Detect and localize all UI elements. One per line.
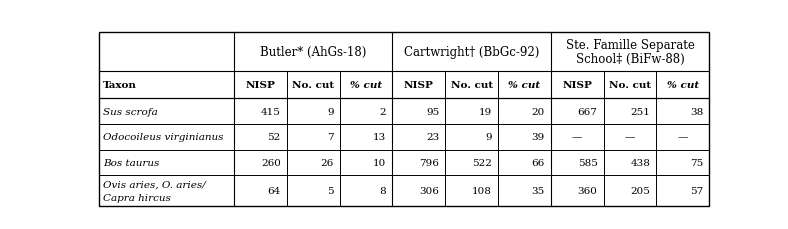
Text: Taxon: Taxon bbox=[102, 81, 136, 90]
Text: —: — bbox=[572, 133, 582, 142]
Text: Capra hircus: Capra hircus bbox=[102, 193, 171, 202]
Text: 9: 9 bbox=[485, 133, 492, 142]
Text: 260: 260 bbox=[261, 158, 281, 167]
Text: NISP: NISP bbox=[563, 81, 592, 90]
Text: 667: 667 bbox=[578, 107, 597, 116]
Text: 306: 306 bbox=[419, 187, 439, 196]
Text: School‡ (BiFw-88): School‡ (BiFw-88) bbox=[576, 53, 685, 66]
Text: 64: 64 bbox=[267, 187, 281, 196]
Text: 39: 39 bbox=[531, 133, 545, 142]
Text: 52: 52 bbox=[267, 133, 281, 142]
Text: NISP: NISP bbox=[246, 81, 276, 90]
Text: 19: 19 bbox=[478, 107, 492, 116]
Text: 8: 8 bbox=[380, 187, 386, 196]
Text: 13: 13 bbox=[373, 133, 386, 142]
Text: No. cut: No. cut bbox=[292, 81, 334, 90]
Text: —: — bbox=[625, 133, 635, 142]
Text: 9: 9 bbox=[327, 107, 333, 116]
Text: 20: 20 bbox=[531, 107, 545, 116]
Text: Butler* (AhGs-18): Butler* (AhGs-18) bbox=[260, 46, 366, 59]
Text: Odocoileus virginianus: Odocoileus virginianus bbox=[102, 133, 223, 142]
Text: 796: 796 bbox=[419, 158, 439, 167]
Text: 10: 10 bbox=[373, 158, 386, 167]
Text: Ovis aries, O. aries/: Ovis aries, O. aries/ bbox=[102, 180, 206, 189]
Text: 35: 35 bbox=[531, 187, 545, 196]
Text: 438: 438 bbox=[630, 158, 650, 167]
Text: Cartwright† (BbGc-92): Cartwright† (BbGc-92) bbox=[404, 46, 539, 59]
Text: 585: 585 bbox=[578, 158, 597, 167]
Text: NISP: NISP bbox=[404, 81, 433, 90]
Text: % cut: % cut bbox=[508, 81, 541, 90]
Text: 360: 360 bbox=[578, 187, 597, 196]
Text: 522: 522 bbox=[472, 158, 492, 167]
Text: 108: 108 bbox=[472, 187, 492, 196]
Text: 2: 2 bbox=[380, 107, 386, 116]
Text: 66: 66 bbox=[531, 158, 545, 167]
Text: 23: 23 bbox=[426, 133, 439, 142]
Text: Sus scrofa: Sus scrofa bbox=[102, 107, 158, 116]
Text: % cut: % cut bbox=[350, 81, 382, 90]
Text: % cut: % cut bbox=[667, 81, 699, 90]
Text: 205: 205 bbox=[630, 187, 650, 196]
Text: 415: 415 bbox=[261, 107, 281, 116]
Text: Bos taurus: Bos taurus bbox=[102, 158, 159, 167]
Text: 95: 95 bbox=[426, 107, 439, 116]
Text: Ste. Famille Separate: Ste. Famille Separate bbox=[566, 39, 694, 52]
Text: 38: 38 bbox=[690, 107, 703, 116]
Text: —: — bbox=[678, 133, 688, 142]
Text: 5: 5 bbox=[327, 187, 333, 196]
Text: 75: 75 bbox=[690, 158, 703, 167]
Text: 57: 57 bbox=[690, 187, 703, 196]
Text: 251: 251 bbox=[630, 107, 650, 116]
Text: 26: 26 bbox=[320, 158, 333, 167]
Text: No. cut: No. cut bbox=[609, 81, 651, 90]
Text: 7: 7 bbox=[327, 133, 333, 142]
Text: No. cut: No. cut bbox=[451, 81, 492, 90]
